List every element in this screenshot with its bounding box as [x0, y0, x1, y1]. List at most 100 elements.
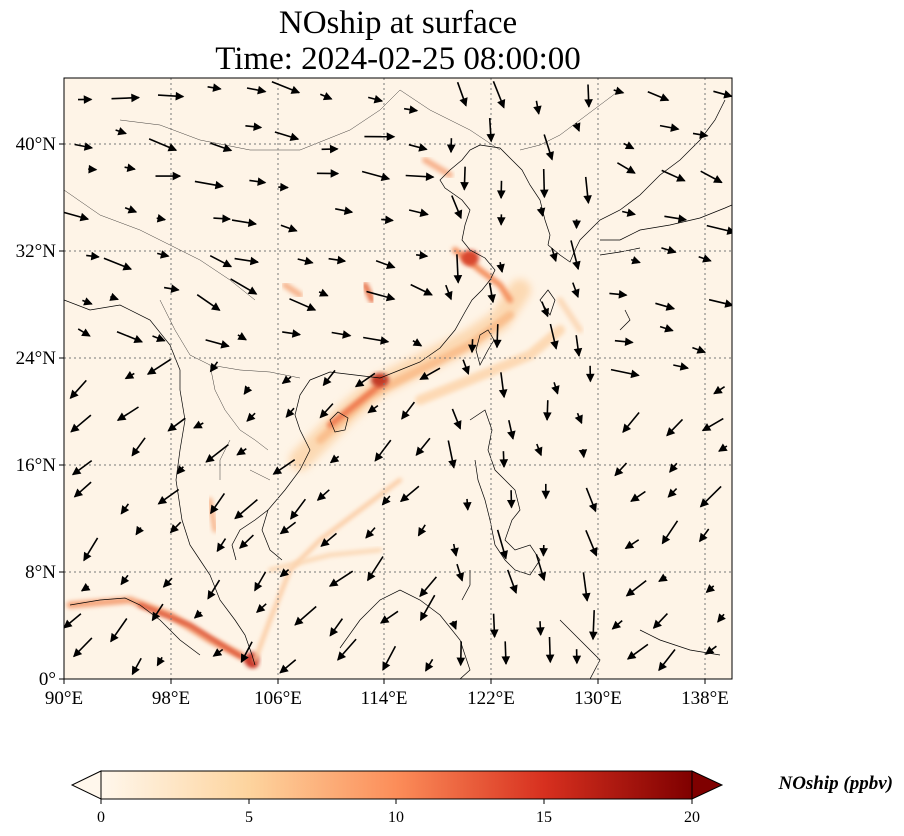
y-tick-label: 16°N	[16, 455, 57, 476]
wind-arrow-head	[420, 611, 429, 622]
wind-arrow-head	[131, 665, 140, 676]
colorbar-tick: 5	[245, 809, 253, 826]
wind-arrow-head	[80, 583, 91, 592]
y-tick-label: 24°N	[16, 348, 57, 369]
wind-arrow-head	[367, 571, 376, 582]
wind-arrow-head	[462, 502, 472, 511]
wind-arrow-head	[696, 345, 707, 354]
wind-arrow-head	[468, 344, 477, 354]
wind-arrow-head	[399, 493, 410, 503]
wind-arrow-head	[124, 371, 135, 380]
wind-arrow-head	[176, 465, 186, 475]
wind-arrow-head	[501, 656, 511, 666]
wind-arrow-head	[658, 661, 667, 672]
wind-arrow-head	[120, 505, 130, 515]
wind-arrow-head	[291, 329, 302, 338]
wind-arrow-head	[211, 302, 221, 311]
wind-arrow-head	[454, 209, 463, 220]
wind-arrow-head	[290, 510, 299, 520]
wind-arrow-head	[446, 144, 456, 154]
wind-arrow-head	[109, 292, 119, 301]
wind-arrow-head	[156, 333, 166, 342]
wind-arrow-head	[386, 132, 396, 142]
wind-arrow-head	[496, 263, 505, 274]
wind-arrow-head	[381, 496, 391, 506]
wind-arrow-head	[578, 449, 588, 459]
wind-arrow-head	[536, 627, 545, 637]
wind-arrow-head	[88, 164, 98, 174]
wind-arrow-head	[450, 547, 459, 557]
coastlines	[64, 99, 732, 679]
wind-arrow-head	[717, 613, 726, 623]
wind-arrow-head	[131, 447, 141, 457]
wind-arrow-head	[253, 122, 263, 131]
wind-arrow-head	[611, 620, 622, 630]
wind-arrow-head	[661, 534, 671, 545]
wind-arrow-head	[444, 290, 453, 301]
wind-arrow-head	[453, 274, 463, 284]
wind-arrow-head	[614, 467, 624, 477]
wind-arrow-head	[285, 408, 295, 418]
wind-arrow-head	[280, 182, 289, 192]
wind-arrow-head	[193, 609, 204, 619]
wind-arrow-head	[322, 92, 333, 101]
wind-arrow-head	[342, 330, 352, 339]
wind-arrow-head	[626, 651, 637, 660]
wind-arrow-head	[220, 340, 230, 349]
wind-arrow-head	[373, 94, 384, 104]
wind-arrow-head	[425, 662, 434, 672]
wind-arrow-head	[380, 172, 391, 182]
wind-arrow-head	[702, 254, 712, 263]
wind-arrow-head	[240, 653, 249, 663]
wind-arrow-head	[385, 292, 396, 302]
wind-arrow-head	[419, 208, 429, 217]
wind-arrow-head	[497, 217, 506, 226]
wind-arrow-head	[234, 510, 244, 520]
colorbar-extend-min	[70, 770, 102, 800]
wind-arrow-head	[131, 93, 141, 103]
map-title: NOship at surface	[278, 5, 518, 41]
wind-arrow-head	[214, 180, 225, 190]
wind-arrow-head	[626, 208, 636, 217]
wind-arrow-head	[246, 412, 256, 422]
wind-arrow-head	[572, 260, 581, 271]
wind-arrow-head	[585, 373, 595, 383]
wind-arrow-head	[455, 572, 465, 582]
wind-arrow-head	[536, 207, 546, 217]
wind-arrow-head	[207, 590, 216, 600]
wind-arrow-head	[243, 385, 253, 395]
wind-arrow-head	[425, 172, 435, 181]
wind-arrow-head	[167, 143, 178, 152]
wind-arrow-head	[288, 224, 298, 233]
wind-arrow-head	[669, 463, 678, 473]
wind-arrow-head	[254, 581, 263, 592]
wind-arrow-head	[419, 251, 429, 260]
colorbar-tick: 0	[97, 809, 105, 826]
wind-arrow-head	[670, 123, 680, 132]
wind-arrow-head	[626, 165, 636, 174]
wind-arrow-head	[81, 328, 91, 337]
wind-arrow-head	[209, 362, 219, 373]
wind-arrow-head	[625, 587, 636, 597]
wind-arrow-head	[79, 212, 90, 222]
wind-arrow-head	[581, 592, 591, 602]
wind-arrow-head	[330, 169, 340, 178]
wind-arrow-head	[281, 375, 292, 384]
wind-arrow-head	[146, 366, 157, 375]
wind-arrow-head	[151, 611, 161, 622]
wind-arrow-head	[365, 529, 375, 539]
wind-arrow-head	[156, 656, 165, 667]
wind-arrow-head	[247, 218, 257, 228]
wind-arrow-head	[133, 335, 144, 344]
wind-arrow-head	[249, 256, 260, 266]
wind-arrow-head	[589, 631, 598, 641]
wind-arrow-head	[83, 551, 92, 562]
colorbar-gradient	[100, 770, 693, 800]
wind-arrow-head	[172, 171, 182, 181]
wind-arrow-head	[322, 376, 332, 387]
colorbar-tick: 10	[388, 809, 404, 826]
wind-arrow-head	[659, 93, 670, 102]
wind-arrow-head	[713, 385, 723, 395]
wind-arrow-head	[665, 302, 676, 311]
wind-arrow-head	[509, 584, 518, 594]
